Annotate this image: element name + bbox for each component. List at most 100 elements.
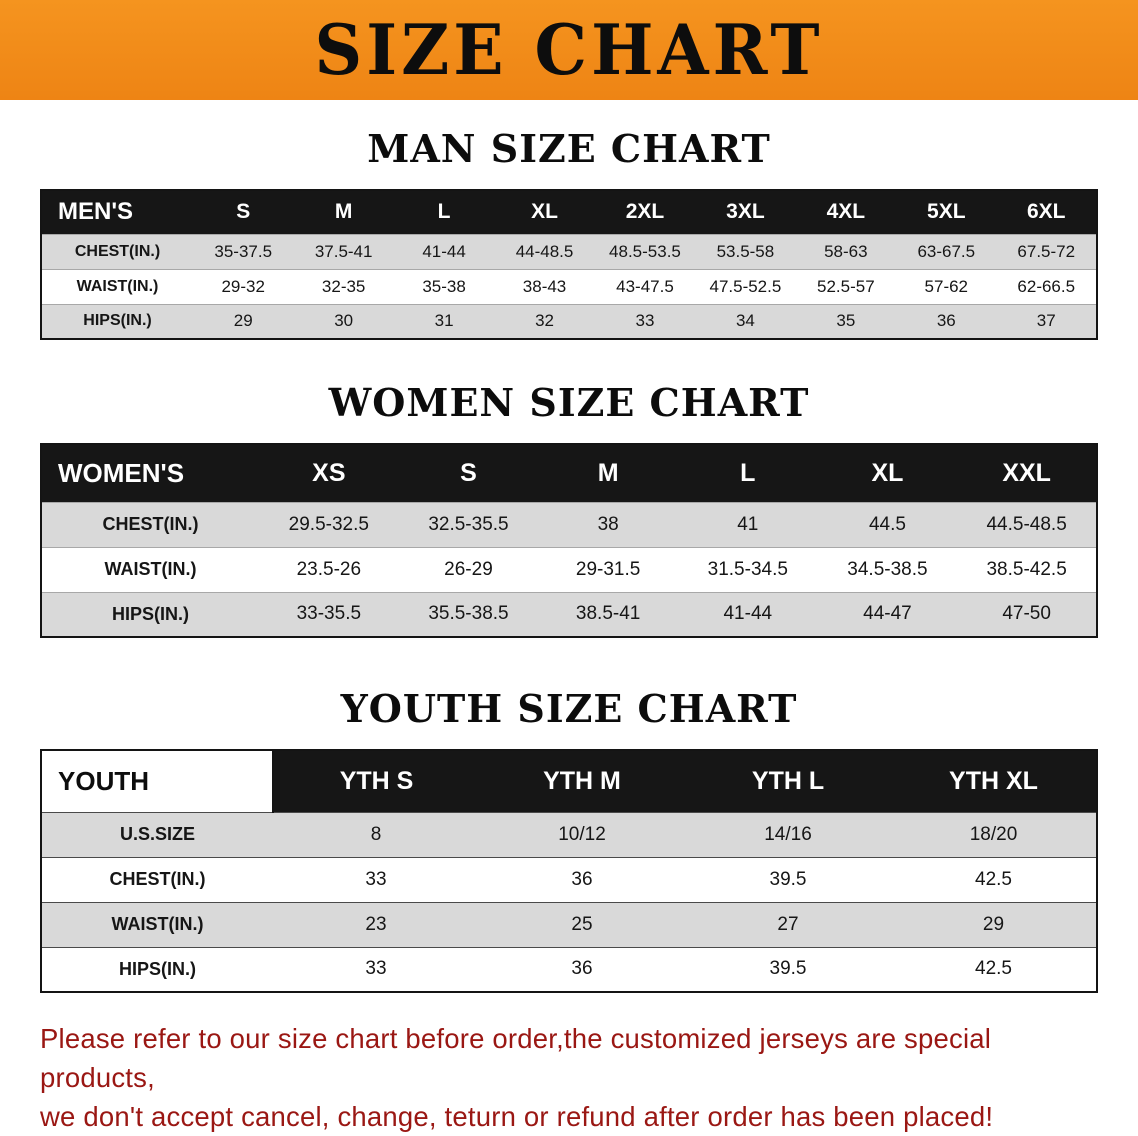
- disclaimer-line-2: we don't accept cancel, change, teturn o…: [40, 1101, 994, 1133]
- row-label: U.S.SIZE: [41, 811, 273, 857]
- row-label: CHEST(IN.): [41, 233, 193, 269]
- size-value: 32: [494, 303, 595, 339]
- size-value: 10/12: [479, 811, 685, 857]
- table-row: HIPS(IN.) 33 36 39.5 42.5: [41, 946, 1097, 992]
- size-column-header: 5XL: [896, 190, 997, 234]
- size-value: 35-38: [393, 268, 495, 304]
- size-value: 33-35.5: [259, 591, 399, 637]
- table-header-row: YOUTH YTH S YTH M YTH L YTH XL: [41, 750, 1097, 812]
- row-label: WAIST(IN.): [41, 901, 273, 947]
- size-value: 33: [594, 303, 696, 339]
- row-label: HIPS(IN.): [41, 946, 273, 992]
- size-value: 29: [193, 303, 294, 339]
- youth-section-heading: YOUTH SIZE CHART: [340, 686, 798, 731]
- youth-size-section: YOUTH SIZE CHART YOUTH YTH S YTH M YTH L YTH…: [0, 638, 1138, 993]
- size-column-header: M: [293, 190, 394, 234]
- size-column-header: XXL: [957, 444, 1097, 502]
- size-value: 36: [896, 303, 997, 339]
- size-value: 23: [273, 901, 479, 947]
- men-size-table: MEN'S S M L XL 2XL 3XL 4XL 5XL 6XL CHEST(IN.) 35-37…: [40, 189, 1098, 340]
- size-column-header: YTH M: [479, 750, 685, 812]
- size-value: 33: [273, 946, 479, 992]
- table-row: HIPS(IN.) 33-35.5 35.5-38.5 38.5-41 41-44 44-…: [41, 591, 1097, 637]
- size-value: 23.5-26: [259, 546, 399, 592]
- women-size-table: WOMEN'S XS S M L XL XXL CHEST(IN.) 29.5-32.5 32.5…: [40, 443, 1098, 638]
- size-value: 32-35: [293, 268, 394, 304]
- table-header-row: MEN'S S M L XL 2XL 3XL 4XL 5XL 6XL: [41, 190, 1097, 234]
- banner: SIZE CHART: [0, 0, 1138, 100]
- size-value: 44.5-48.5: [957, 501, 1097, 547]
- size-value: 30: [293, 303, 394, 339]
- size-value: 32.5-35.5: [398, 501, 539, 547]
- size-value: 35: [795, 303, 897, 339]
- women-section-heading: WOMEN SIZE CHART: [328, 380, 810, 425]
- table-row: U.S.SIZE 8 10/12 14/16 18/20: [41, 811, 1097, 857]
- row-label: WAIST(IN.): [41, 546, 259, 592]
- disclaimer-text: Please refer to our size chart before or…: [40, 1019, 1102, 1136]
- size-value: 29-32: [193, 268, 294, 304]
- size-value: 67.5-72: [996, 233, 1097, 269]
- row-label: HIPS(IN.): [41, 591, 259, 637]
- women-size-section: WOMEN SIZE CHART WOMEN'S XS S M L XL XXL CHEST(…: [0, 340, 1138, 638]
- page-title: SIZE CHART: [314, 9, 824, 91]
- size-value: 41-44: [677, 591, 818, 637]
- size-value: 26-29: [398, 546, 539, 592]
- size-value: 18/20: [891, 811, 1097, 857]
- size-column-header: S: [398, 444, 539, 502]
- size-value: 41-44: [393, 233, 495, 269]
- table-label-header: YOUTH: [41, 750, 274, 812]
- table-row: CHEST(IN.) 29.5-32.5 32.5-35.5 38 41 44.5 44.5…: [41, 501, 1097, 547]
- size-column-header: 3XL: [695, 190, 796, 234]
- size-value: 44-47: [817, 591, 958, 637]
- size-column-header: 6XL: [996, 190, 1097, 234]
- size-column-header: XS: [259, 444, 399, 502]
- size-value: 29-31.5: [538, 546, 678, 592]
- men-section-heading: MAN SIZE CHART: [367, 126, 771, 171]
- size-value: 42.5: [891, 946, 1097, 992]
- size-value: 39.5: [685, 946, 891, 992]
- size-value: 31: [393, 303, 495, 339]
- size-column-header: YTH XL: [891, 750, 1097, 812]
- size-value: 53.5-58: [695, 233, 796, 269]
- size-column-header: M: [538, 444, 678, 502]
- size-value: 58-63: [795, 233, 897, 269]
- table-row: WAIST(IN.) 29-32 32-35 35-38 38-43 43-47.5 47.…: [41, 268, 1097, 304]
- size-value: 44.5: [817, 501, 958, 547]
- size-value: 35.5-38.5: [398, 591, 539, 637]
- size-value: 36: [479, 856, 685, 902]
- size-value: 35-37.5: [193, 233, 294, 269]
- size-column-header: S: [193, 190, 294, 234]
- table-header-row: WOMEN'S XS S M L XL XXL: [41, 444, 1097, 502]
- row-label: HIPS(IN.): [41, 303, 193, 339]
- size-column-header: XL: [817, 444, 958, 502]
- size-value: 52.5-57: [795, 268, 897, 304]
- row-label: CHEST(IN.): [41, 856, 273, 902]
- size-value: 43-47.5: [594, 268, 696, 304]
- size-value: 33: [273, 856, 479, 902]
- size-value: 38.5-42.5: [957, 546, 1097, 592]
- table-row: CHEST(IN.) 35-37.5 37.5-41 41-44 44-48.5 48.5…: [41, 233, 1097, 269]
- size-value: 39.5: [685, 856, 891, 902]
- size-value: 48.5-53.5: [594, 233, 696, 269]
- size-value: 38: [538, 501, 678, 547]
- row-label: WAIST(IN.): [41, 268, 193, 304]
- size-value: 44-48.5: [494, 233, 595, 269]
- size-value: 38-43: [494, 268, 595, 304]
- men-size-section: MAN SIZE CHART MEN'S S M L XL 2XL 3XL 4XL 5XL 6XL…: [0, 100, 1138, 340]
- size-column-header: 2XL: [594, 190, 696, 234]
- table-row: WAIST(IN.) 23.5-26 26-29 29-31.5 31.5-34.5 34…: [41, 546, 1097, 592]
- size-value: 31.5-34.5: [677, 546, 818, 592]
- size-value: 8: [273, 811, 479, 857]
- size-value: 37: [996, 303, 1097, 339]
- size-value: 47-50: [957, 591, 1097, 637]
- table-row: HIPS(IN.) 29 30 31 32 33 34 35 36 37: [41, 303, 1097, 339]
- size-value: 25: [479, 901, 685, 947]
- size-value: 38.5-41: [538, 591, 678, 637]
- size-value: 47.5-52.5: [695, 268, 796, 304]
- size-column-header: 4XL: [795, 190, 897, 234]
- size-value: 62-66.5: [996, 268, 1097, 304]
- disclaimer-line-1: Please refer to our size chart before or…: [40, 1023, 992, 1094]
- size-column-header: YTH L: [685, 750, 891, 812]
- size-column-header: L: [677, 444, 818, 502]
- size-value: 27: [685, 901, 891, 947]
